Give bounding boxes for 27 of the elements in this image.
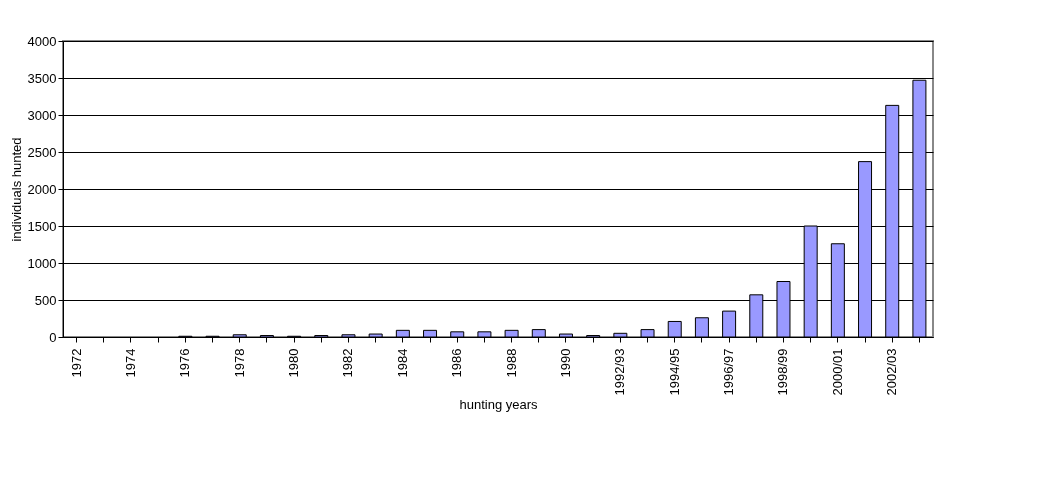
x-tick-label: 1994/95 — [666, 348, 682, 396]
y-tick-label: 1000 — [27, 255, 57, 271]
y-tick-label: 4000 — [27, 33, 57, 49]
x-tick-label: 1974 — [122, 348, 138, 378]
x-tick-label: 2002/03 — [884, 348, 900, 396]
x-tick-label: 1984 — [394, 348, 410, 378]
x-tick-label: 1982 — [340, 348, 356, 378]
x-tick-label: 1978 — [231, 348, 247, 378]
x-tick-label: 1980 — [286, 348, 302, 378]
x-axis-title: hunting years — [459, 397, 539, 413]
y-tick-label: 1500 — [27, 218, 57, 234]
y-axis-title: individuals hunted — [8, 137, 24, 242]
x-tick-label: 2000/01 — [829, 348, 845, 396]
x-tick-label: 1988 — [503, 348, 519, 378]
x-tick-label: 1996/97 — [721, 348, 737, 396]
y-tick-label: 0 — [49, 329, 57, 345]
y-tick-label: 500 — [34, 292, 57, 308]
x-tick-label: 1986 — [449, 348, 465, 378]
x-tick-label: 1972 — [68, 348, 84, 378]
y-tick-label: 2500 — [27, 144, 57, 160]
x-tick-label: 1998/99 — [775, 348, 791, 396]
y-tick-label: 2000 — [27, 181, 57, 197]
x-tick-label: 1990 — [557, 348, 573, 378]
y-tick-label: 3500 — [27, 70, 57, 86]
x-tick-label: 1976 — [177, 348, 193, 378]
y-tick-label: 3000 — [27, 107, 57, 123]
x-tick-label: 1992/93 — [612, 348, 628, 396]
